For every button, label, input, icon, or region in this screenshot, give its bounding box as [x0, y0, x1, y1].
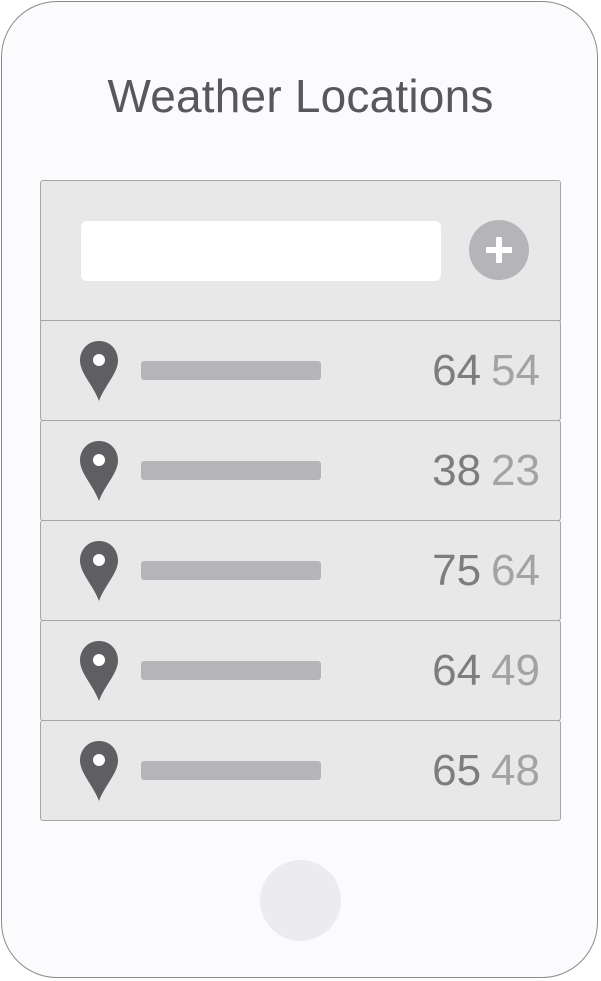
temperature-readout: 38 23	[432, 446, 540, 496]
map-pin-icon	[80, 341, 118, 401]
location-name-placeholder	[141, 561, 321, 580]
temperature-readout: 64 49	[432, 646, 540, 696]
high-temperature: 75	[432, 546, 482, 595]
location-row[interactable]: 75 64	[40, 520, 561, 621]
high-temperature: 38	[432, 446, 482, 495]
location-row[interactable]: 64 54	[40, 320, 561, 421]
temperature-readout: 64 54	[432, 346, 540, 396]
high-temperature: 65	[432, 746, 482, 795]
page-title: Weather Locations	[107, 70, 494, 122]
location-row[interactable]: 64 49	[40, 620, 561, 721]
add-location-row	[40, 180, 561, 321]
locations-panel: 64 54 38 23 75 64 64 49	[40, 180, 561, 821]
low-temperature: 23	[491, 446, 540, 495]
location-name-placeholder	[141, 361, 321, 380]
temperature-readout: 65 48	[432, 746, 540, 796]
location-search-input[interactable]	[81, 221, 441, 281]
low-temperature: 49	[491, 646, 540, 695]
add-location-button[interactable]	[469, 220, 529, 280]
home-button[interactable]	[260, 860, 341, 941]
location-name-placeholder	[141, 461, 321, 480]
temperature-readout: 75 64	[432, 546, 540, 596]
map-pin-icon	[80, 641, 118, 701]
map-pin-icon	[80, 441, 118, 501]
high-temperature: 64	[432, 346, 482, 395]
plus-icon	[486, 237, 512, 263]
map-pin-icon	[80, 741, 118, 801]
location-name-placeholder	[141, 761, 321, 780]
low-temperature: 48	[491, 746, 540, 795]
location-row[interactable]: 38 23	[40, 420, 561, 521]
high-temperature: 64	[432, 646, 482, 695]
low-temperature: 54	[491, 346, 540, 395]
location-row[interactable]: 65 48	[40, 720, 561, 821]
map-pin-icon	[80, 541, 118, 601]
location-name-placeholder	[141, 661, 321, 680]
low-temperature: 64	[491, 546, 540, 595]
